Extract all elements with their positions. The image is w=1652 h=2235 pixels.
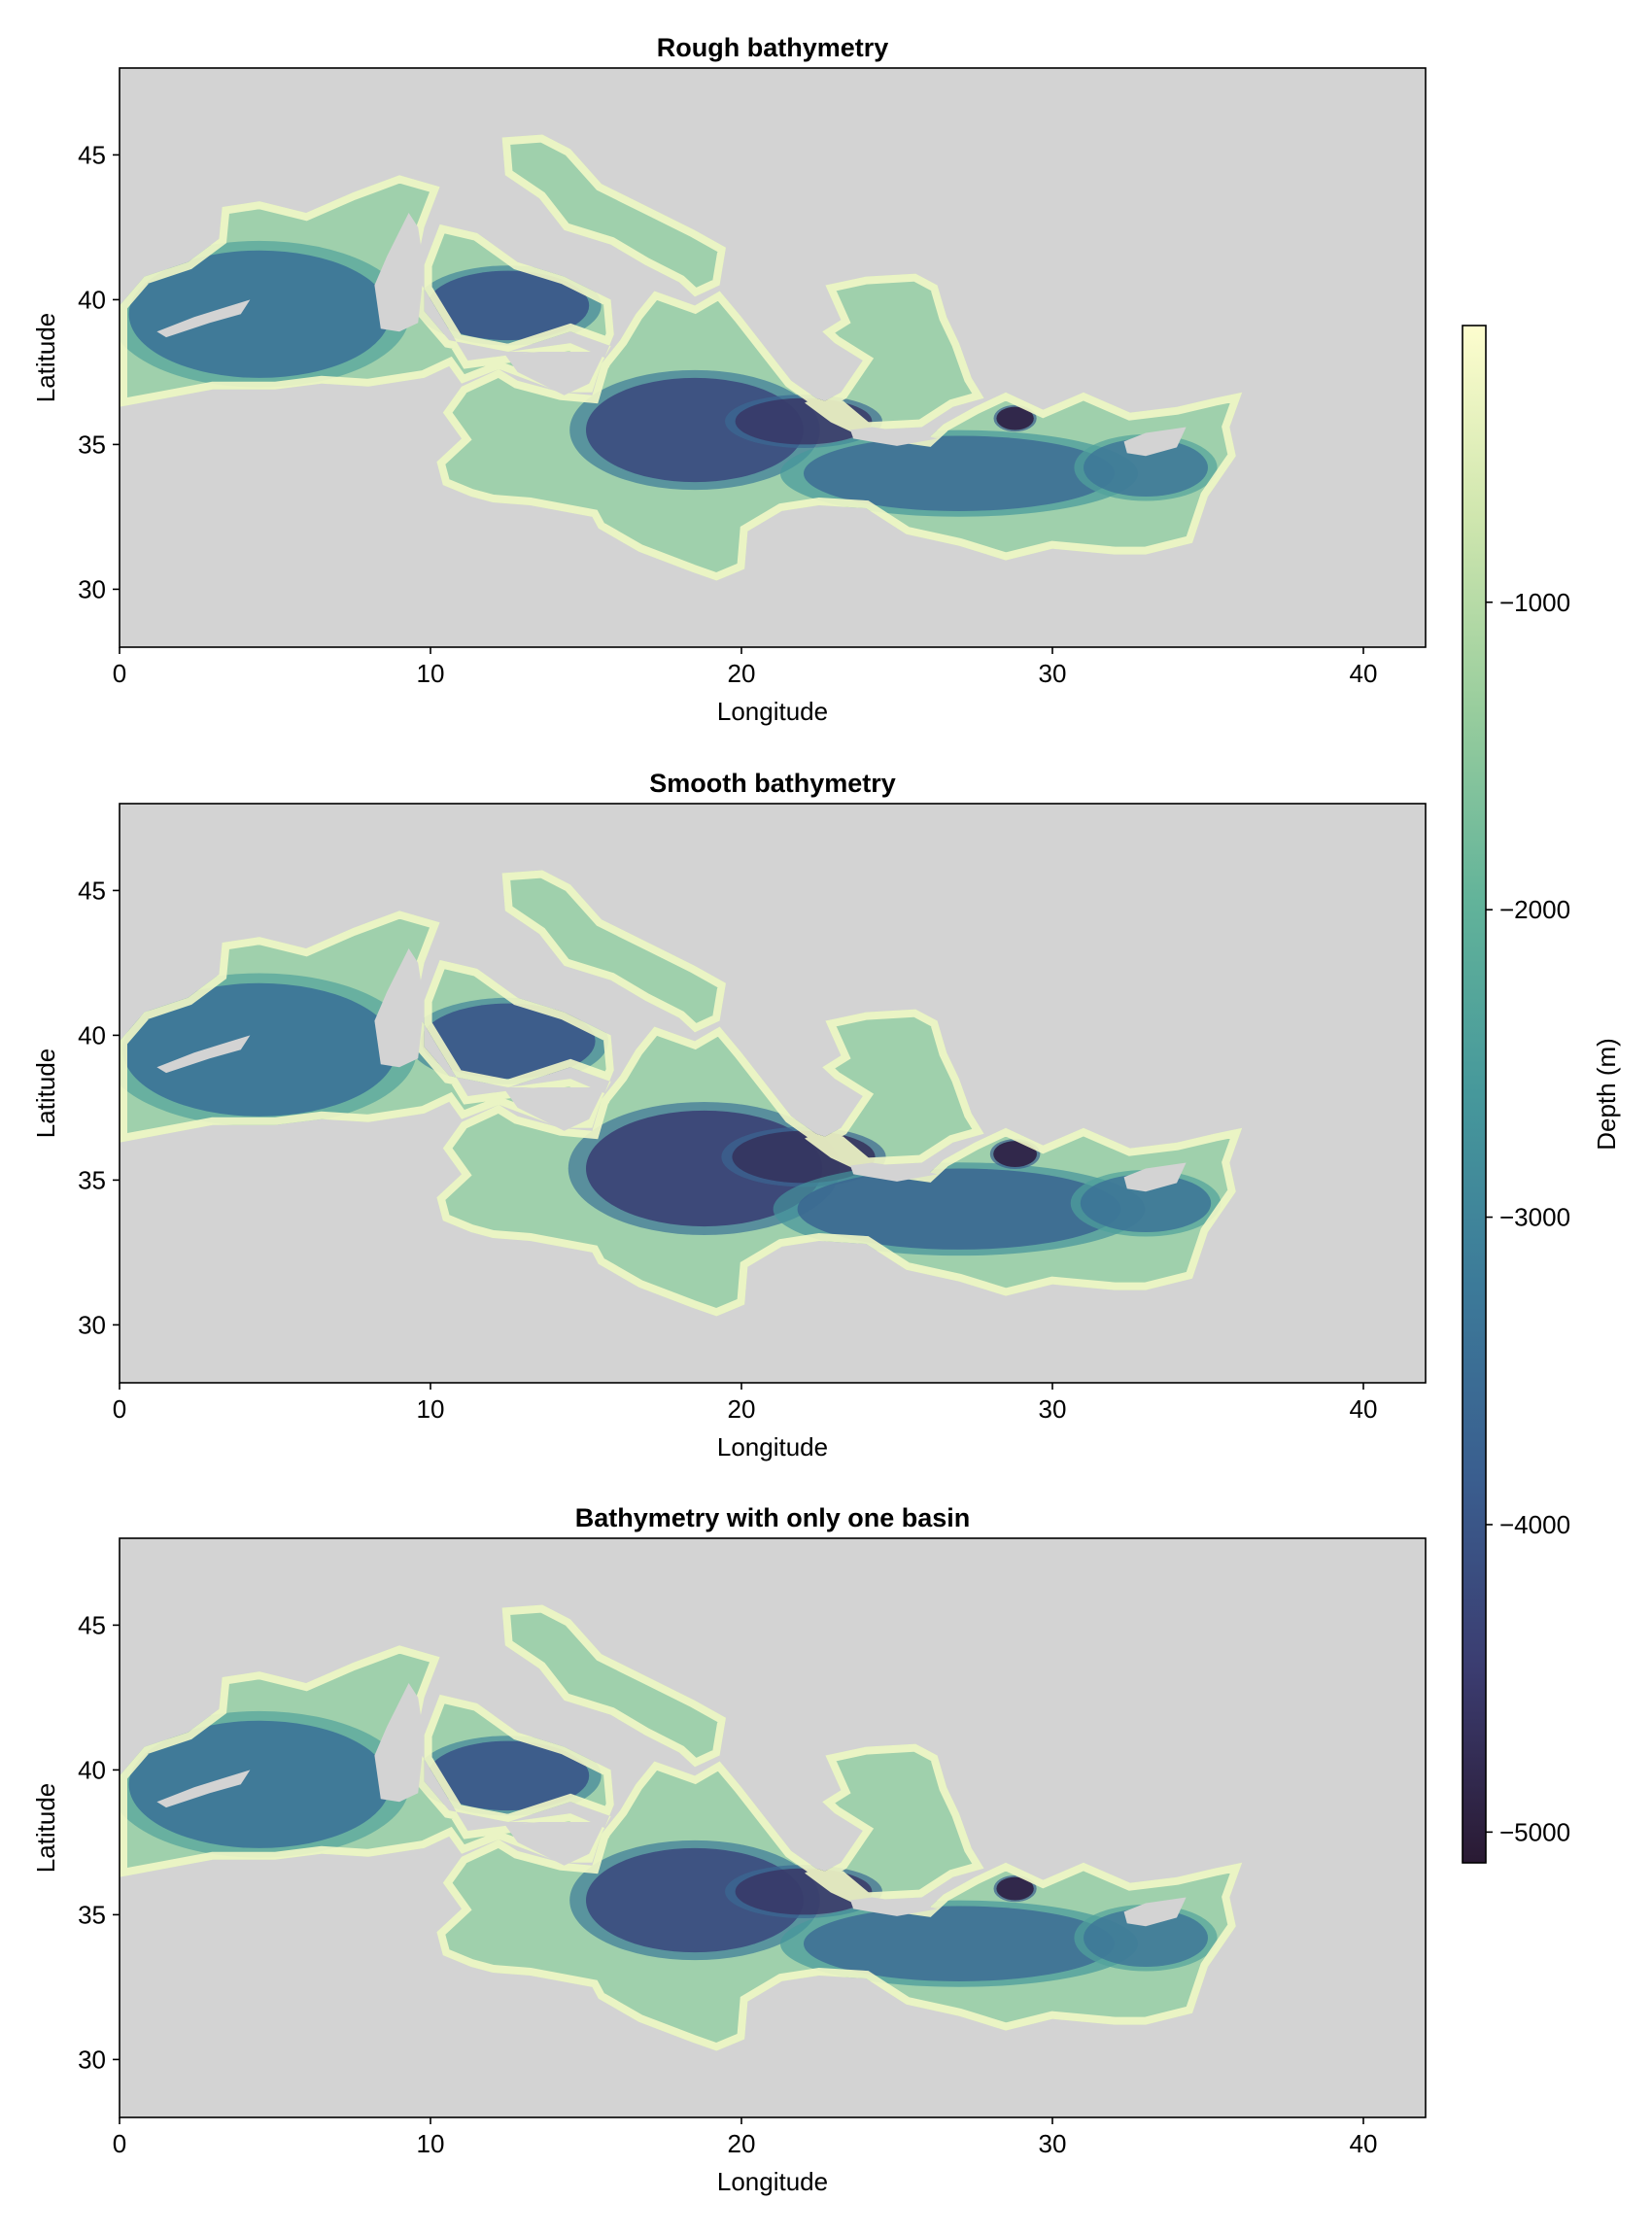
island xyxy=(156,299,251,338)
x-tick-label: 40 xyxy=(1350,2129,1378,2158)
depth-blob xyxy=(1080,1174,1212,1233)
island xyxy=(850,1897,938,1916)
depth-blob xyxy=(128,250,391,378)
x-tick-label: 40 xyxy=(1350,1394,1378,1424)
panel-title: Rough bathymetry xyxy=(657,33,889,62)
y-axis-label: Latitude xyxy=(31,1783,60,1874)
island xyxy=(504,1087,605,1131)
depth-blob xyxy=(804,1906,1115,1981)
x-tick-label: 0 xyxy=(113,659,126,688)
x-tick-label: 30 xyxy=(1039,659,1067,688)
depth-blob xyxy=(804,435,1115,511)
x-axis-label: Longitude xyxy=(717,2167,828,2196)
x-tick-label: 10 xyxy=(417,2129,445,2158)
y-tick-label: 45 xyxy=(78,876,106,905)
panel-title: Bathymetry with only one basin xyxy=(575,1503,971,1532)
island xyxy=(1123,1897,1187,1927)
x-tick-label: 20 xyxy=(728,2129,756,2158)
depth-blob xyxy=(797,1168,1121,1250)
y-tick-label: 40 xyxy=(78,285,106,314)
x-tick-label: 40 xyxy=(1350,659,1378,688)
y-tick-label: 35 xyxy=(78,1900,106,1929)
depth-blob xyxy=(427,1740,590,1811)
y-axis-label: Latitude xyxy=(31,313,60,403)
y-tick-label: 40 xyxy=(78,1755,106,1784)
depth-blob xyxy=(427,270,590,341)
island xyxy=(374,213,425,332)
panel-1: Rough bathymetry 0 10 20 30 40 30 35 40 45 Longitu… xyxy=(31,33,1427,726)
y-tick-label: 30 xyxy=(78,2045,106,2074)
plot-frame xyxy=(119,67,1427,648)
colorbar: −1000 −2000 −3000 −4000 −5000 Depth (m) xyxy=(1462,325,1621,1864)
y-tick-label: 45 xyxy=(78,1610,106,1639)
x-tick-label: 0 xyxy=(113,1394,126,1424)
depth-blob xyxy=(996,406,1034,430)
depth-blob xyxy=(128,1720,391,1848)
island xyxy=(156,1035,251,1074)
x-tick-label: 20 xyxy=(728,659,756,688)
x-tick-label: 30 xyxy=(1039,2129,1067,2158)
plot-frame xyxy=(119,1537,1427,2118)
x-tick-label: 20 xyxy=(728,1394,756,1424)
island xyxy=(504,352,605,395)
x-tick-label: 0 xyxy=(113,2129,126,2158)
x-axis-label: Longitude xyxy=(717,697,828,726)
depth-blob xyxy=(993,1141,1037,1167)
island xyxy=(850,427,938,446)
y-tick-label: 40 xyxy=(78,1020,106,1049)
colorbar-tick-label: −2000 xyxy=(1499,895,1570,924)
y-axis-label: Latitude xyxy=(31,1049,60,1139)
plot-frame xyxy=(119,803,1427,1384)
panel-3: Bathymetry with only one basin 0 10 20 30 40 3… xyxy=(31,1503,1427,2196)
island xyxy=(374,948,425,1068)
panels: Rough bathymetry 0 10 20 30 40 30 35 40 45 Longitu… xyxy=(31,33,1427,2196)
colorbar-tick-label: −3000 xyxy=(1499,1203,1570,1232)
island xyxy=(1123,1162,1187,1192)
y-tick-label: 45 xyxy=(78,140,106,169)
depth-blob xyxy=(1084,438,1208,498)
x-axis-label: Longitude xyxy=(717,1432,828,1461)
depth-blob xyxy=(122,982,396,1117)
island xyxy=(504,1822,605,1866)
y-tick-label: 30 xyxy=(78,1310,106,1339)
depth-blob xyxy=(421,1003,596,1080)
island xyxy=(156,1770,251,1808)
depth-blob xyxy=(996,1876,1034,1901)
colorbar-gradient xyxy=(1463,326,1486,1863)
panel-2: Smooth bathymetry 0 10 20 30 40 30 35 40 45 Longit… xyxy=(31,769,1427,1461)
x-tick-label: 30 xyxy=(1039,1394,1067,1424)
island xyxy=(850,1162,938,1182)
depth-blob xyxy=(1084,1908,1208,1968)
y-tick-label: 35 xyxy=(78,1165,106,1194)
island xyxy=(1123,427,1187,457)
colorbar-frame xyxy=(1462,325,1487,1864)
x-tick-label: 10 xyxy=(417,659,445,688)
colorbar-label: Depth (m) xyxy=(1592,1038,1621,1151)
y-tick-label: 35 xyxy=(78,430,106,459)
island xyxy=(374,1683,425,1803)
colorbar-tick-label: −1000 xyxy=(1499,588,1570,617)
colorbar-tick-label: −4000 xyxy=(1499,1510,1570,1539)
colorbar-tick-label: −5000 xyxy=(1499,1817,1570,1846)
x-tick-label: 10 xyxy=(417,1394,445,1424)
panel-title: Smooth bathymetry xyxy=(649,769,896,798)
y-tick-label: 30 xyxy=(78,574,106,603)
